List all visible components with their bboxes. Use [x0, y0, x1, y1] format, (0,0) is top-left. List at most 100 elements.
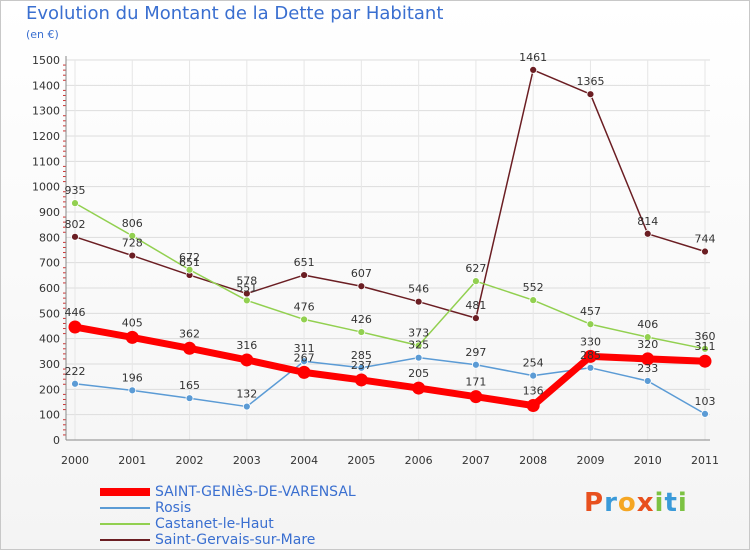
data-label: 325: [408, 339, 429, 352]
data-label: 651: [179, 256, 200, 269]
data-label: 627: [465, 262, 486, 275]
data-point: [185, 394, 194, 403]
legend-swatch: [100, 488, 150, 496]
x-tick-label: 2006: [405, 454, 433, 467]
data-point: [71, 199, 79, 208]
data-point: [128, 231, 137, 240]
legend-label: SAINT-GENIèS-DE-VARENSAL: [155, 484, 356, 500]
data-point: [526, 399, 540, 413]
data-point: [242, 296, 251, 305]
data-point: [240, 353, 254, 367]
data-label: 311: [294, 342, 315, 355]
data-point: [414, 341, 423, 350]
y-tick-label: 1100: [32, 155, 60, 168]
data-label: 297: [465, 346, 486, 359]
y-tick-label: 1400: [32, 79, 60, 92]
legend-label: Castanet-le-Haut: [155, 516, 274, 532]
y-tick-label: 500: [39, 307, 60, 320]
data-point: [701, 247, 709, 256]
data-point: [128, 251, 137, 260]
series-line: [74, 202, 706, 350]
logo-letter: t: [664, 488, 678, 518]
data-label: 546: [408, 283, 429, 296]
data-point: [68, 320, 82, 334]
data-label: 405: [122, 316, 143, 329]
data-label: 728: [122, 237, 143, 250]
data-point: [242, 402, 251, 411]
data-label: 1461: [519, 51, 547, 64]
data-label: 806: [122, 217, 143, 230]
y-tick-label: 1200: [32, 130, 60, 143]
data-point: [529, 296, 538, 305]
series-2: [71, 199, 709, 353]
data-label: 362: [179, 327, 200, 340]
legend-swatch: [100, 523, 150, 525]
legend-item: SAINT-GENIèS-DE-VARENSAL: [100, 484, 420, 500]
data-label: 651: [294, 256, 315, 269]
x-tick-label: 2008: [519, 454, 547, 467]
data-point: [414, 353, 423, 362]
data-label: 935: [65, 184, 86, 197]
data-point: [529, 371, 538, 380]
data-point: [128, 386, 137, 395]
series-line: [74, 69, 706, 319]
series-1: [71, 353, 709, 418]
y-tick-label: 600: [39, 282, 60, 295]
axes: 0 100 200 300 400 500 600 700 800 900 1000 1100 1200…: [32, 54, 719, 467]
y-tick-label: 0: [53, 434, 60, 447]
data-label: 552: [523, 281, 544, 294]
data-labels: 446 405 362 316 267 237 205 171 136 330 320 311 222 1…: [65, 51, 716, 408]
logo-letter: x: [636, 488, 655, 518]
data-label: 672: [179, 251, 200, 264]
data-label: 744: [695, 233, 716, 246]
x-tick-label: 2000: [61, 454, 89, 467]
data-point: [354, 373, 368, 387]
x-tick-label: 2010: [634, 454, 662, 467]
logo-letter: i: [654, 488, 665, 518]
data-label: 551: [236, 281, 257, 294]
data-label: 360: [695, 330, 716, 343]
data-label: 267: [294, 351, 315, 364]
y-tick-label: 300: [39, 358, 60, 371]
data-point: [701, 410, 709, 418]
data-point: [300, 315, 308, 324]
data-label: 802: [65, 218, 86, 231]
data-label: 171: [465, 376, 486, 389]
x-tick-label: 2009: [576, 454, 604, 467]
legend: SAINT-GENIèS-DE-VARENSAL Rosis Castanet-le…: [100, 484, 420, 548]
data-label: 165: [179, 379, 200, 392]
data-point: [586, 90, 595, 99]
data-label: 373: [408, 327, 429, 340]
x-tick-label: 2002: [176, 454, 204, 467]
data-label: 481: [465, 299, 486, 312]
data-label: 406: [637, 318, 658, 331]
y-tick-label: 200: [39, 383, 60, 396]
data-label: 311: [695, 340, 716, 353]
data-point: [297, 365, 311, 379]
data-point: [412, 381, 426, 395]
y-tick-label: 800: [39, 231, 60, 244]
y-tick-label: 900: [39, 206, 60, 219]
series-3: [71, 65, 709, 323]
data-point: [583, 349, 597, 363]
legend-item: Castanet-le-Haut: [100, 516, 420, 532]
data-label: 330: [580, 335, 601, 348]
data-point: [300, 357, 308, 366]
data-point: [300, 271, 308, 279]
data-label: 103: [695, 395, 716, 408]
x-tick-label: 2005: [347, 454, 375, 467]
data-label: 233: [637, 362, 658, 375]
legend-label: Saint-Gervais-sur-Mare: [155, 532, 316, 548]
series-line: [74, 356, 706, 415]
legend-swatch: [100, 539, 150, 541]
logo-letter: o: [617, 488, 637, 518]
series-layer: [68, 65, 712, 418]
data-point: [472, 360, 480, 369]
data-point: [643, 377, 652, 385]
data-label: 578: [236, 275, 257, 288]
y-tick-label: 100: [39, 409, 60, 422]
data-label: 1365: [576, 75, 604, 88]
legend-swatch: [100, 507, 150, 509]
data-label: 136: [523, 385, 544, 398]
